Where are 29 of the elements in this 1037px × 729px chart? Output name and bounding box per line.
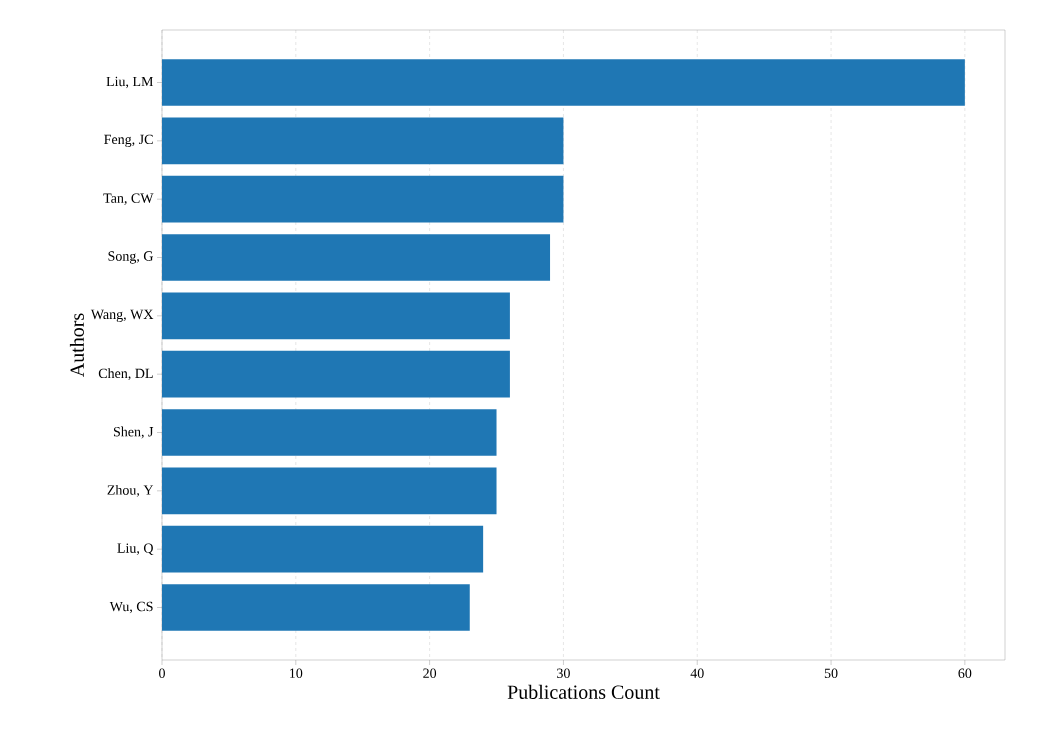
y-tick-label: Tan, CW xyxy=(103,193,154,205)
y-tick-label: Feng, JC xyxy=(104,134,153,147)
x-tick-label: 30 xyxy=(557,668,570,678)
bar xyxy=(162,409,497,456)
x-tick-label: 60 xyxy=(958,668,972,678)
bar xyxy=(162,467,497,515)
y-tick-label: Zhou, Y xyxy=(107,484,154,497)
y-tick-label: Chen, DL xyxy=(98,368,153,381)
y-tick-label: Wang, WX xyxy=(90,309,154,322)
x-tick-label: 0 xyxy=(159,668,165,678)
x-tick-label: 20 xyxy=(423,668,437,678)
y-tick-label: Wu, CS xyxy=(109,601,153,614)
bar xyxy=(162,350,510,398)
x-tick-label: 40 xyxy=(690,668,704,678)
x-tick-label: 50 xyxy=(824,668,838,678)
bar xyxy=(162,175,564,223)
y-axis-title: Authors xyxy=(69,313,84,378)
x-tick-label: 10 xyxy=(290,668,303,678)
x-axis-title: Publications Count xyxy=(507,684,660,699)
y-tick-label: Shen, J xyxy=(113,426,154,439)
bar xyxy=(162,59,965,106)
y-tick-label: Song, G xyxy=(108,251,154,264)
bar xyxy=(162,525,484,573)
bar xyxy=(162,234,551,281)
bar xyxy=(162,584,470,631)
y-tick-label: Liu, LM xyxy=(106,76,154,89)
bar xyxy=(162,117,564,165)
y-tick-label: Liu, Q xyxy=(117,543,154,555)
bar xyxy=(162,292,510,340)
